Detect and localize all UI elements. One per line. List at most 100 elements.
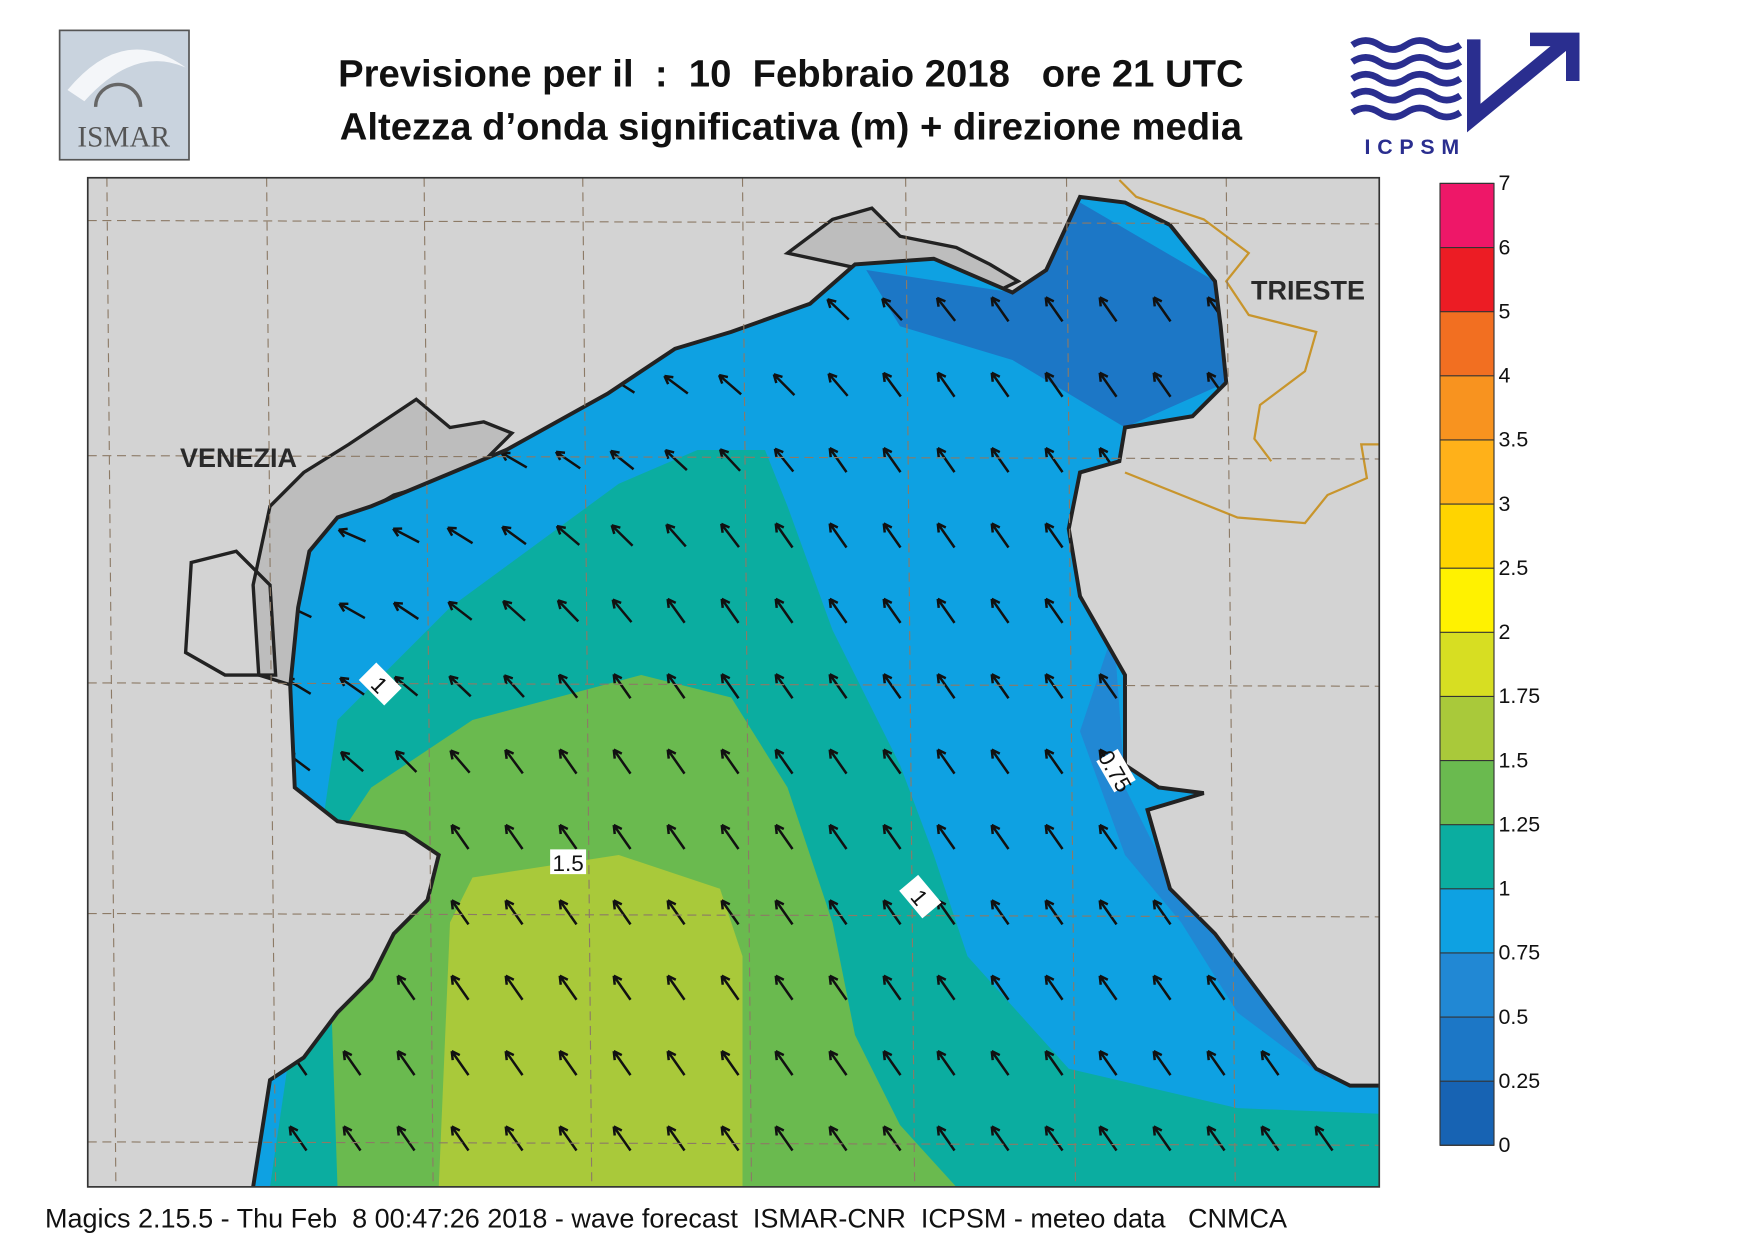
arrow (774, 522, 794, 549)
footer: Magics 2.15.5 - Thu Feb 8 00:47:26 2018 … (45, 1203, 1287, 1233)
arrow (990, 974, 1010, 1001)
colorbar: 0 0.25 0.5 0.75 1 1.25 1.5 1.75 2 2.5 3 3.5 4 5 6 7 (1439, 171, 1541, 1157)
colorbar-segment (1440, 632, 1494, 697)
colorbar-label: 0 (1499, 1133, 1511, 1157)
arrow (774, 974, 794, 1001)
arrow (1152, 1050, 1172, 1076)
arrow (828, 899, 848, 926)
arrow (882, 371, 902, 398)
arrow (501, 525, 527, 546)
arrow (666, 899, 686, 926)
arrow (772, 373, 796, 397)
arrow (828, 823, 848, 850)
colorbar-segment (1440, 888, 1494, 953)
arrow (558, 823, 578, 850)
grid-line (582, 177, 593, 1187)
arrow (882, 522, 902, 549)
arrow (666, 823, 686, 850)
grid-line (87, 455, 1380, 460)
arrow (936, 974, 956, 1001)
arrow (394, 750, 418, 773)
colorbar-label: 1.25 (1499, 812, 1541, 836)
grid-line (87, 219, 1380, 225)
arrow (450, 1050, 470, 1076)
arrow (1044, 748, 1064, 775)
arrow (827, 372, 849, 397)
arrow (1152, 296, 1172, 323)
arrow (881, 297, 903, 322)
arrow (612, 1125, 632, 1152)
colorbar-label: 0.5 (1499, 1005, 1529, 1029)
arrow (990, 296, 1010, 323)
arrow (556, 599, 580, 623)
arrow (288, 1125, 308, 1152)
arrow (1206, 974, 1226, 1001)
colorbar-label: 2.5 (1499, 556, 1529, 580)
arrow (882, 673, 902, 699)
arrow (936, 748, 956, 775)
arrow (554, 450, 581, 470)
arrow (555, 524, 581, 546)
arrow (773, 447, 795, 473)
arrow (612, 974, 632, 1001)
map: VENEZIA TRIESTE (87, 177, 1380, 1187)
arrow (1206, 1050, 1226, 1076)
arrow (504, 823, 524, 850)
colorbar-segment (1440, 952, 1494, 1017)
arrow (936, 597, 956, 624)
arrow (936, 522, 956, 549)
arrow (936, 823, 956, 850)
arrow (990, 371, 1010, 398)
arrow (774, 1050, 794, 1076)
icpsm-logo: ICPSM (1350, 32, 1580, 159)
arrow (828, 447, 848, 473)
arrow (504, 1050, 524, 1076)
arrow (990, 1125, 1010, 1152)
arrow (339, 750, 364, 773)
arrow (611, 598, 633, 623)
arrow (936, 371, 956, 398)
arrow (1152, 974, 1172, 1001)
contour-value: 1.5 (552, 851, 583, 876)
arrow (828, 522, 848, 549)
arrow (450, 899, 470, 926)
direction-arrows (283, 296, 1334, 1152)
arrow (990, 447, 1010, 473)
arrow (504, 1125, 524, 1152)
grid-line (741, 177, 753, 1187)
arrow (717, 373, 742, 396)
grid-line (87, 912, 1380, 918)
arrow (828, 673, 848, 699)
colorbar-label: 3.5 (1499, 428, 1529, 452)
arrow (828, 597, 848, 624)
arrow (882, 748, 902, 775)
arrow (666, 974, 686, 1001)
grid-line (423, 177, 434, 1187)
arrow (720, 974, 740, 1001)
arrow (558, 899, 578, 926)
arrow (720, 597, 740, 624)
grid-line (87, 682, 1380, 687)
arrow (1098, 296, 1118, 323)
arrow (720, 748, 740, 775)
arrow (828, 974, 848, 1001)
arrow (396, 974, 416, 1001)
wave-zone (1080, 630, 1328, 1080)
arrow (990, 522, 1010, 549)
colorbar-segment (1440, 375, 1494, 440)
arrow (990, 1050, 1010, 1076)
arrow (1098, 1125, 1118, 1152)
arrow (609, 449, 635, 471)
arrow (1098, 673, 1118, 699)
arrow (936, 1125, 956, 1152)
arrow (612, 899, 632, 926)
arrow (828, 1050, 848, 1076)
wave-zone (438, 855, 743, 1187)
colorbar-segment (1440, 247, 1494, 312)
grid-line (905, 177, 916, 1187)
arrow (666, 748, 686, 775)
logo-text: ISMAR (77, 121, 170, 153)
arrow (663, 374, 689, 395)
arrow (990, 823, 1010, 850)
arrow (935, 296, 957, 322)
